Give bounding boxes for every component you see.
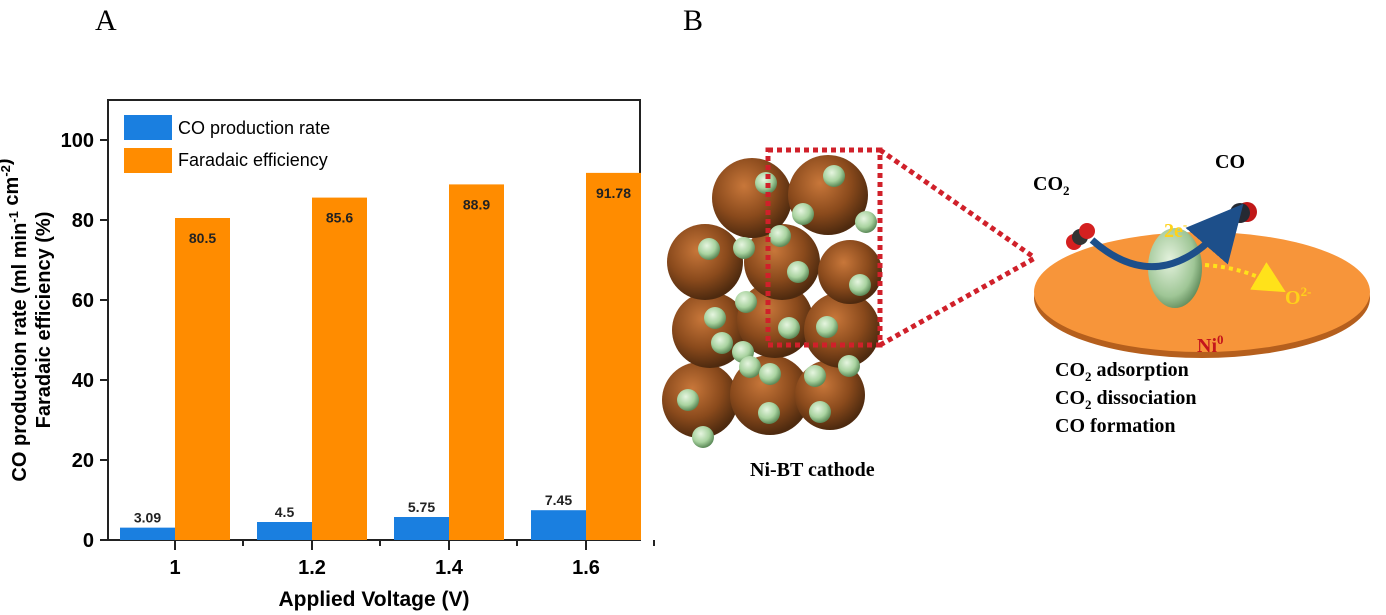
zoom-line-bottom [878,255,1037,348]
ni-nanoparticle [804,365,826,387]
data-label-co-rate: 5.75 [408,499,435,515]
y-tick-label: 40 [72,370,94,392]
y-axis-label-line1: CO production rate (ml min-1 cm-2) [0,158,31,481]
bt-support-surface [1034,232,1370,352]
legend-label-faradaic: Faradaic efficiency [178,150,328,170]
bt-particle [804,292,880,368]
bt-particle [667,224,743,300]
oxide-label: O2- [1285,284,1311,309]
ni-nanoparticle [769,225,791,247]
x-tick-label: 1.2 [298,557,326,579]
bar-co-rate [531,510,586,540]
ni-nanoparticle [733,237,755,259]
legend-swatch-co-rate [124,115,172,140]
panel-label-b: B [683,4,703,37]
co2-molecule [1066,223,1095,250]
bar-co-rate [120,527,175,540]
data-label-faradaic: 91.78 [596,185,631,201]
co-molecule [1230,202,1257,223]
ni-nanoparticle [849,274,871,296]
data-label-co-rate: 4.5 [275,504,295,520]
bar-co-rate [257,522,312,540]
bt-particle [662,362,738,438]
bar-faradaic [586,172,641,540]
y-axis: 0 20 40 60 80 100 [61,130,108,552]
ni-nanoparticle [823,165,845,187]
bar-faradaic [175,218,230,540]
data-label-co-rate: 7.45 [545,492,572,508]
nickel-label: Ni0 [1197,332,1224,357]
ni-nanoparticle [735,291,757,313]
x-tick-label: 1.4 [435,557,464,579]
bt-particle [818,240,882,304]
ni-nanoparticle [778,317,800,339]
ni-nanoparticle [792,203,814,225]
bar-faradaic [312,197,367,540]
legend: CO production rate Faradaic efficiency [124,115,330,173]
reaction-arrow [1089,203,1244,271]
x-axis-label: Applied Voltage (V) [279,588,470,611]
ni-nanoparticle [698,238,720,260]
reaction-step: CO2 dissociation [1055,387,1197,412]
reaction-step: CO formation [1055,415,1176,437]
legend-swatch-faradaic [124,148,172,173]
ni-nanoparticle [816,316,838,338]
y-tick-label: 100 [61,130,94,152]
bars: 3.09 80.5 4.5 85.6 5.75 88.9 7.45 91.78 [120,172,641,540]
y-axis-label-line2: Faradaic efficiency (%) [33,212,55,429]
co2-label: CO2 [1033,173,1070,198]
ni-nanoparticle [758,402,780,424]
ni-nanoparticle [677,389,699,411]
x-tick-label: 1.6 [572,557,600,579]
bar-chart: 0 20 40 60 80 100 1 1.2 1.4 1.6 3.09 80.5 4.5 85.6 5… [0,99,655,611]
ni-nanoparticle [787,261,809,283]
bar-co-rate [394,517,449,540]
zoom-box [765,147,883,348]
panel-label-a: A [95,4,117,37]
ni-nanoparticle [809,401,831,423]
reaction-step: CO2 adsorption [1055,359,1189,384]
ni-nanoparticle [692,426,714,448]
data-label-faradaic: 85.6 [326,210,353,226]
y-tick-label: 0 [83,530,94,552]
ni-nanoparticle [704,307,726,329]
x-axis: 1 1.2 1.4 1.6 [169,540,655,579]
oxide-ion-arrow [1204,262,1286,293]
ni-bt-particle-cluster [662,155,882,448]
co-label: CO [1215,151,1245,173]
bar-faradaic [449,184,504,540]
legend-label-co-rate: CO production rate [178,118,330,138]
y-tick-label: 20 [72,450,94,472]
ni-nanoparticle [838,355,860,377]
zoom-line-top [878,147,1037,261]
y-tick-label: 60 [72,290,94,312]
mechanism-diagram: CO2 CO 2e- Ni0 O2- CO2 adsorption CO2 dis… [662,147,1370,481]
data-label-co-rate: 3.09 [134,510,161,526]
y-tick-label: 80 [72,210,94,232]
x-tick-label: 1 [169,557,180,579]
ni-nanoparticle [759,363,781,385]
reaction-steps: CO2 adsorption CO2 dissociation CO formati… [1055,359,1197,437]
cathode-label: Ni-BT cathode [750,459,875,481]
data-label-faradaic: 80.5 [189,230,216,246]
ni-nanoparticle [739,356,761,378]
data-label-faradaic: 88.9 [463,196,490,212]
ni-nanoparticle [711,332,733,354]
ni-nanoparticle [855,211,877,233]
electron-label: 2e- [1164,217,1187,242]
